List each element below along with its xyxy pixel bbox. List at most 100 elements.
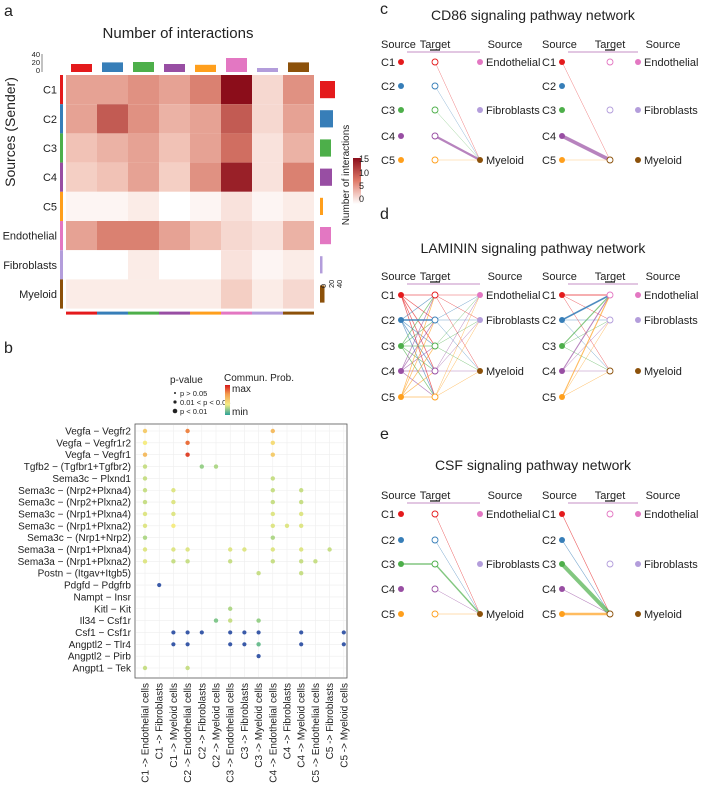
heatmap-cell — [221, 279, 252, 309]
network-edge — [560, 562, 612, 616]
pair-label: Sema3a − (Nrp1+Plxna2) — [18, 557, 131, 568]
col-strip-myeloid — [283, 311, 314, 315]
source-node-c4 — [398, 368, 404, 374]
target-node-c1 — [431, 291, 439, 299]
target-node-c3 — [431, 560, 439, 568]
column-color-strip — [66, 311, 314, 315]
heatmap-cell — [221, 104, 252, 134]
pair-label: Il34 − Csf1r — [80, 616, 132, 627]
pair-label: Vegfa − Vegfr1 — [65, 450, 131, 461]
bubble-point — [142, 511, 148, 517]
target-node-c5 — [431, 393, 439, 401]
prob-legend-min: min — [232, 407, 248, 418]
bubble-point — [199, 630, 204, 635]
source-node-c2 — [559, 317, 565, 323]
top-tick-0: 0 — [36, 66, 40, 75]
bubble-point — [142, 452, 148, 457]
bubble-point — [199, 464, 204, 469]
heatmap-cell — [66, 133, 97, 163]
source-label-c4: C4 — [542, 131, 556, 143]
top-bar-c3 — [133, 62, 154, 72]
source-header: Source — [542, 271, 577, 283]
right-source-label-fibroblasts: Fibroblasts — [486, 105, 540, 117]
source-node-c3 — [398, 343, 404, 349]
right-source-node-myeloid — [635, 368, 641, 374]
right-bar-c2 — [320, 110, 333, 128]
target-node-fibroblasts — [606, 560, 614, 568]
bubble-point — [142, 499, 148, 505]
bubble-point — [185, 559, 190, 564]
bubble-point — [270, 547, 275, 552]
heatmap-cell — [283, 191, 314, 221]
right-source-node-myeloid — [477, 157, 483, 163]
bubble-point — [270, 559, 275, 564]
row-label-endothelial: Endothelial — [3, 231, 57, 243]
right-source-label-myeloid: Myeloid — [644, 366, 682, 378]
bubble-point — [142, 464, 148, 469]
bubble-point — [242, 547, 247, 552]
bubble-point — [299, 547, 304, 552]
heatmap-cell — [159, 250, 190, 280]
bubble-point — [299, 499, 304, 505]
source-node-c5 — [559, 394, 565, 400]
heatmap-cell — [97, 250, 128, 280]
network-edge — [561, 294, 611, 372]
right-tick-0: 0 — [319, 284, 328, 288]
heatmap-cell — [221, 221, 252, 251]
source-node-c3 — [559, 343, 565, 349]
source-label-c5: C5 — [542, 155, 556, 167]
target-header: Target — [420, 39, 451, 51]
pair-label: Sema3c − (Nrp2+Plxna2) — [18, 498, 131, 509]
heatmap-cell — [283, 279, 314, 309]
heatmap-legend-gradient — [353, 158, 361, 204]
target-header: Target — [595, 271, 626, 283]
pvalue-legend-title: p-value — [170, 375, 203, 386]
right-bar-c1 — [320, 81, 335, 99]
bubble-point — [185, 452, 190, 457]
bubble-point — [270, 499, 275, 505]
bubble-point — [228, 642, 233, 647]
bubble-point — [142, 559, 148, 564]
laminin-network-left: Source Target Source C1 C2 C3 C4 C5 Endothelial F… — [381, 271, 540, 404]
source-node-c5 — [559, 157, 565, 163]
bubble-point — [256, 630, 261, 635]
right-source-node-fibroblasts — [477, 561, 483, 567]
source-node-c5 — [398, 394, 404, 400]
top-tick-20: 20 — [32, 58, 40, 67]
right-bar-c3 — [320, 139, 331, 157]
pair-label: Angptl2 − Pirb — [68, 652, 132, 663]
source-node-c4 — [559, 133, 565, 139]
target-node-fibroblasts — [606, 106, 614, 114]
heatmap-cell — [221, 133, 252, 163]
source-label-c3: C3 — [542, 105, 556, 117]
heatmap-cell — [221, 162, 252, 192]
source-label-c3: C3 — [381, 559, 395, 571]
cell-pair-label: C4 -> Endothelial cells — [268, 683, 279, 783]
source-node-c5 — [398, 611, 404, 617]
network-edge — [561, 294, 611, 347]
source-label-c3: C3 — [381, 341, 395, 353]
cell-pair-label: C2 -> Fibroblasts — [197, 683, 208, 759]
heatmap-cell — [159, 75, 190, 105]
network-edge — [434, 539, 481, 615]
top-bars — [41, 54, 309, 72]
csf-network-right: Source Target Source C1 C2 C3 C4 C5 Endothelial F… — [542, 490, 698, 621]
source-label-c2: C2 — [542, 81, 556, 93]
bubble-point — [256, 654, 261, 659]
target-header: Target — [420, 490, 451, 502]
source-label-c3: C3 — [542, 559, 556, 571]
network-edge — [400, 294, 436, 372]
source-label-c1: C1 — [542, 290, 556, 302]
panel-label-e: e — [380, 426, 389, 443]
top-bar-fibroblasts — [257, 68, 278, 72]
target-node-c3 — [431, 106, 439, 114]
heatmap-cell — [128, 75, 159, 105]
source-node-c4 — [398, 586, 404, 592]
pair-label: Angpt1 − Tek — [73, 664, 132, 675]
prob-legend-title: Commun. Prob. — [224, 373, 294, 384]
col-strip-c3 — [128, 311, 159, 315]
right-bar-fibroblasts — [320, 256, 323, 274]
cell-pair-label: C1 -> Endothelial cells — [141, 683, 152, 783]
right-source-label-myeloid: Myeloid — [486, 609, 524, 621]
heatmap-cell — [66, 75, 97, 105]
